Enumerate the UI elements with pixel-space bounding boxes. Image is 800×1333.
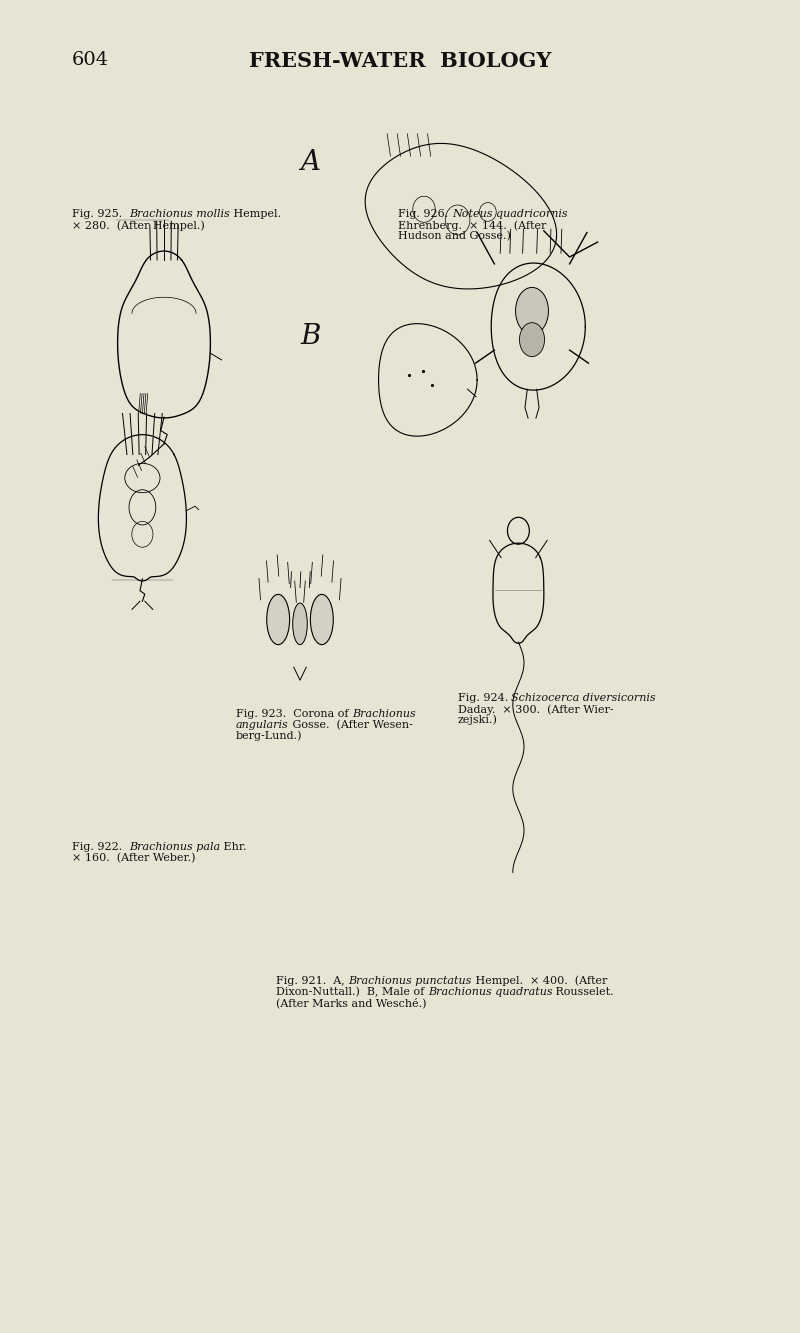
Text: Hempel.: Hempel. bbox=[230, 209, 281, 220]
Text: Brachionus pala: Brachionus pala bbox=[130, 842, 220, 853]
Text: Hudson and Gosse.): Hudson and Gosse.) bbox=[398, 231, 511, 241]
Text: Schizocerca diversicornis: Schizocerca diversicornis bbox=[511, 693, 656, 704]
Text: zejski.): zejski.) bbox=[458, 714, 498, 725]
Text: Noteus quadricornis: Noteus quadricornis bbox=[452, 209, 568, 220]
Text: Hempel.  × 400.  (After: Hempel. × 400. (After bbox=[472, 976, 607, 986]
Text: Fig. 924.: Fig. 924. bbox=[458, 693, 511, 704]
Ellipse shape bbox=[293, 603, 307, 645]
Text: angularis: angularis bbox=[236, 720, 289, 730]
Text: Brachionus quadratus: Brachionus quadratus bbox=[428, 986, 552, 997]
Text: Daday.  × 300.  (After Wier-: Daday. × 300. (After Wier- bbox=[458, 704, 614, 714]
Text: Fig. 926.: Fig. 926. bbox=[398, 209, 452, 220]
Text: B: B bbox=[300, 323, 320, 349]
Text: Brachionus: Brachionus bbox=[352, 709, 416, 720]
Ellipse shape bbox=[515, 288, 549, 335]
Text: 604: 604 bbox=[72, 51, 109, 69]
Ellipse shape bbox=[519, 323, 545, 357]
Text: Gosse.  (After Wesen-: Gosse. (After Wesen- bbox=[289, 720, 413, 730]
Text: Brachionus mollis: Brachionus mollis bbox=[130, 209, 230, 220]
Text: Ehr.: Ehr. bbox=[220, 842, 247, 853]
Text: Rousselet.: Rousselet. bbox=[552, 986, 614, 997]
Text: Fig. 925.: Fig. 925. bbox=[72, 209, 130, 220]
Text: Fig. 922.: Fig. 922. bbox=[72, 842, 130, 853]
Text: A: A bbox=[300, 149, 320, 176]
Ellipse shape bbox=[310, 595, 334, 645]
Text: (After Marks and Wesché.): (After Marks and Wesché.) bbox=[276, 997, 426, 1008]
Text: × 280.  (After Hempel.): × 280. (After Hempel.) bbox=[72, 220, 205, 231]
Text: Fig. 921.  A,: Fig. 921. A, bbox=[276, 976, 348, 986]
Text: Brachionus punctatus: Brachionus punctatus bbox=[348, 976, 472, 986]
Text: Fig. 923.  Corona of: Fig. 923. Corona of bbox=[236, 709, 352, 720]
Text: FRESH-WATER  BIOLOGY: FRESH-WATER BIOLOGY bbox=[249, 51, 551, 71]
Ellipse shape bbox=[266, 595, 290, 645]
Text: Dixon-Nuttall.)  B, Male of: Dixon-Nuttall.) B, Male of bbox=[276, 986, 428, 997]
Text: × 160.  (After Weber.): × 160. (After Weber.) bbox=[72, 853, 195, 864]
Text: berg-Lund.): berg-Lund.) bbox=[236, 730, 302, 741]
Text: Ehrenberg.  × 144.  (After: Ehrenberg. × 144. (After bbox=[398, 220, 546, 231]
